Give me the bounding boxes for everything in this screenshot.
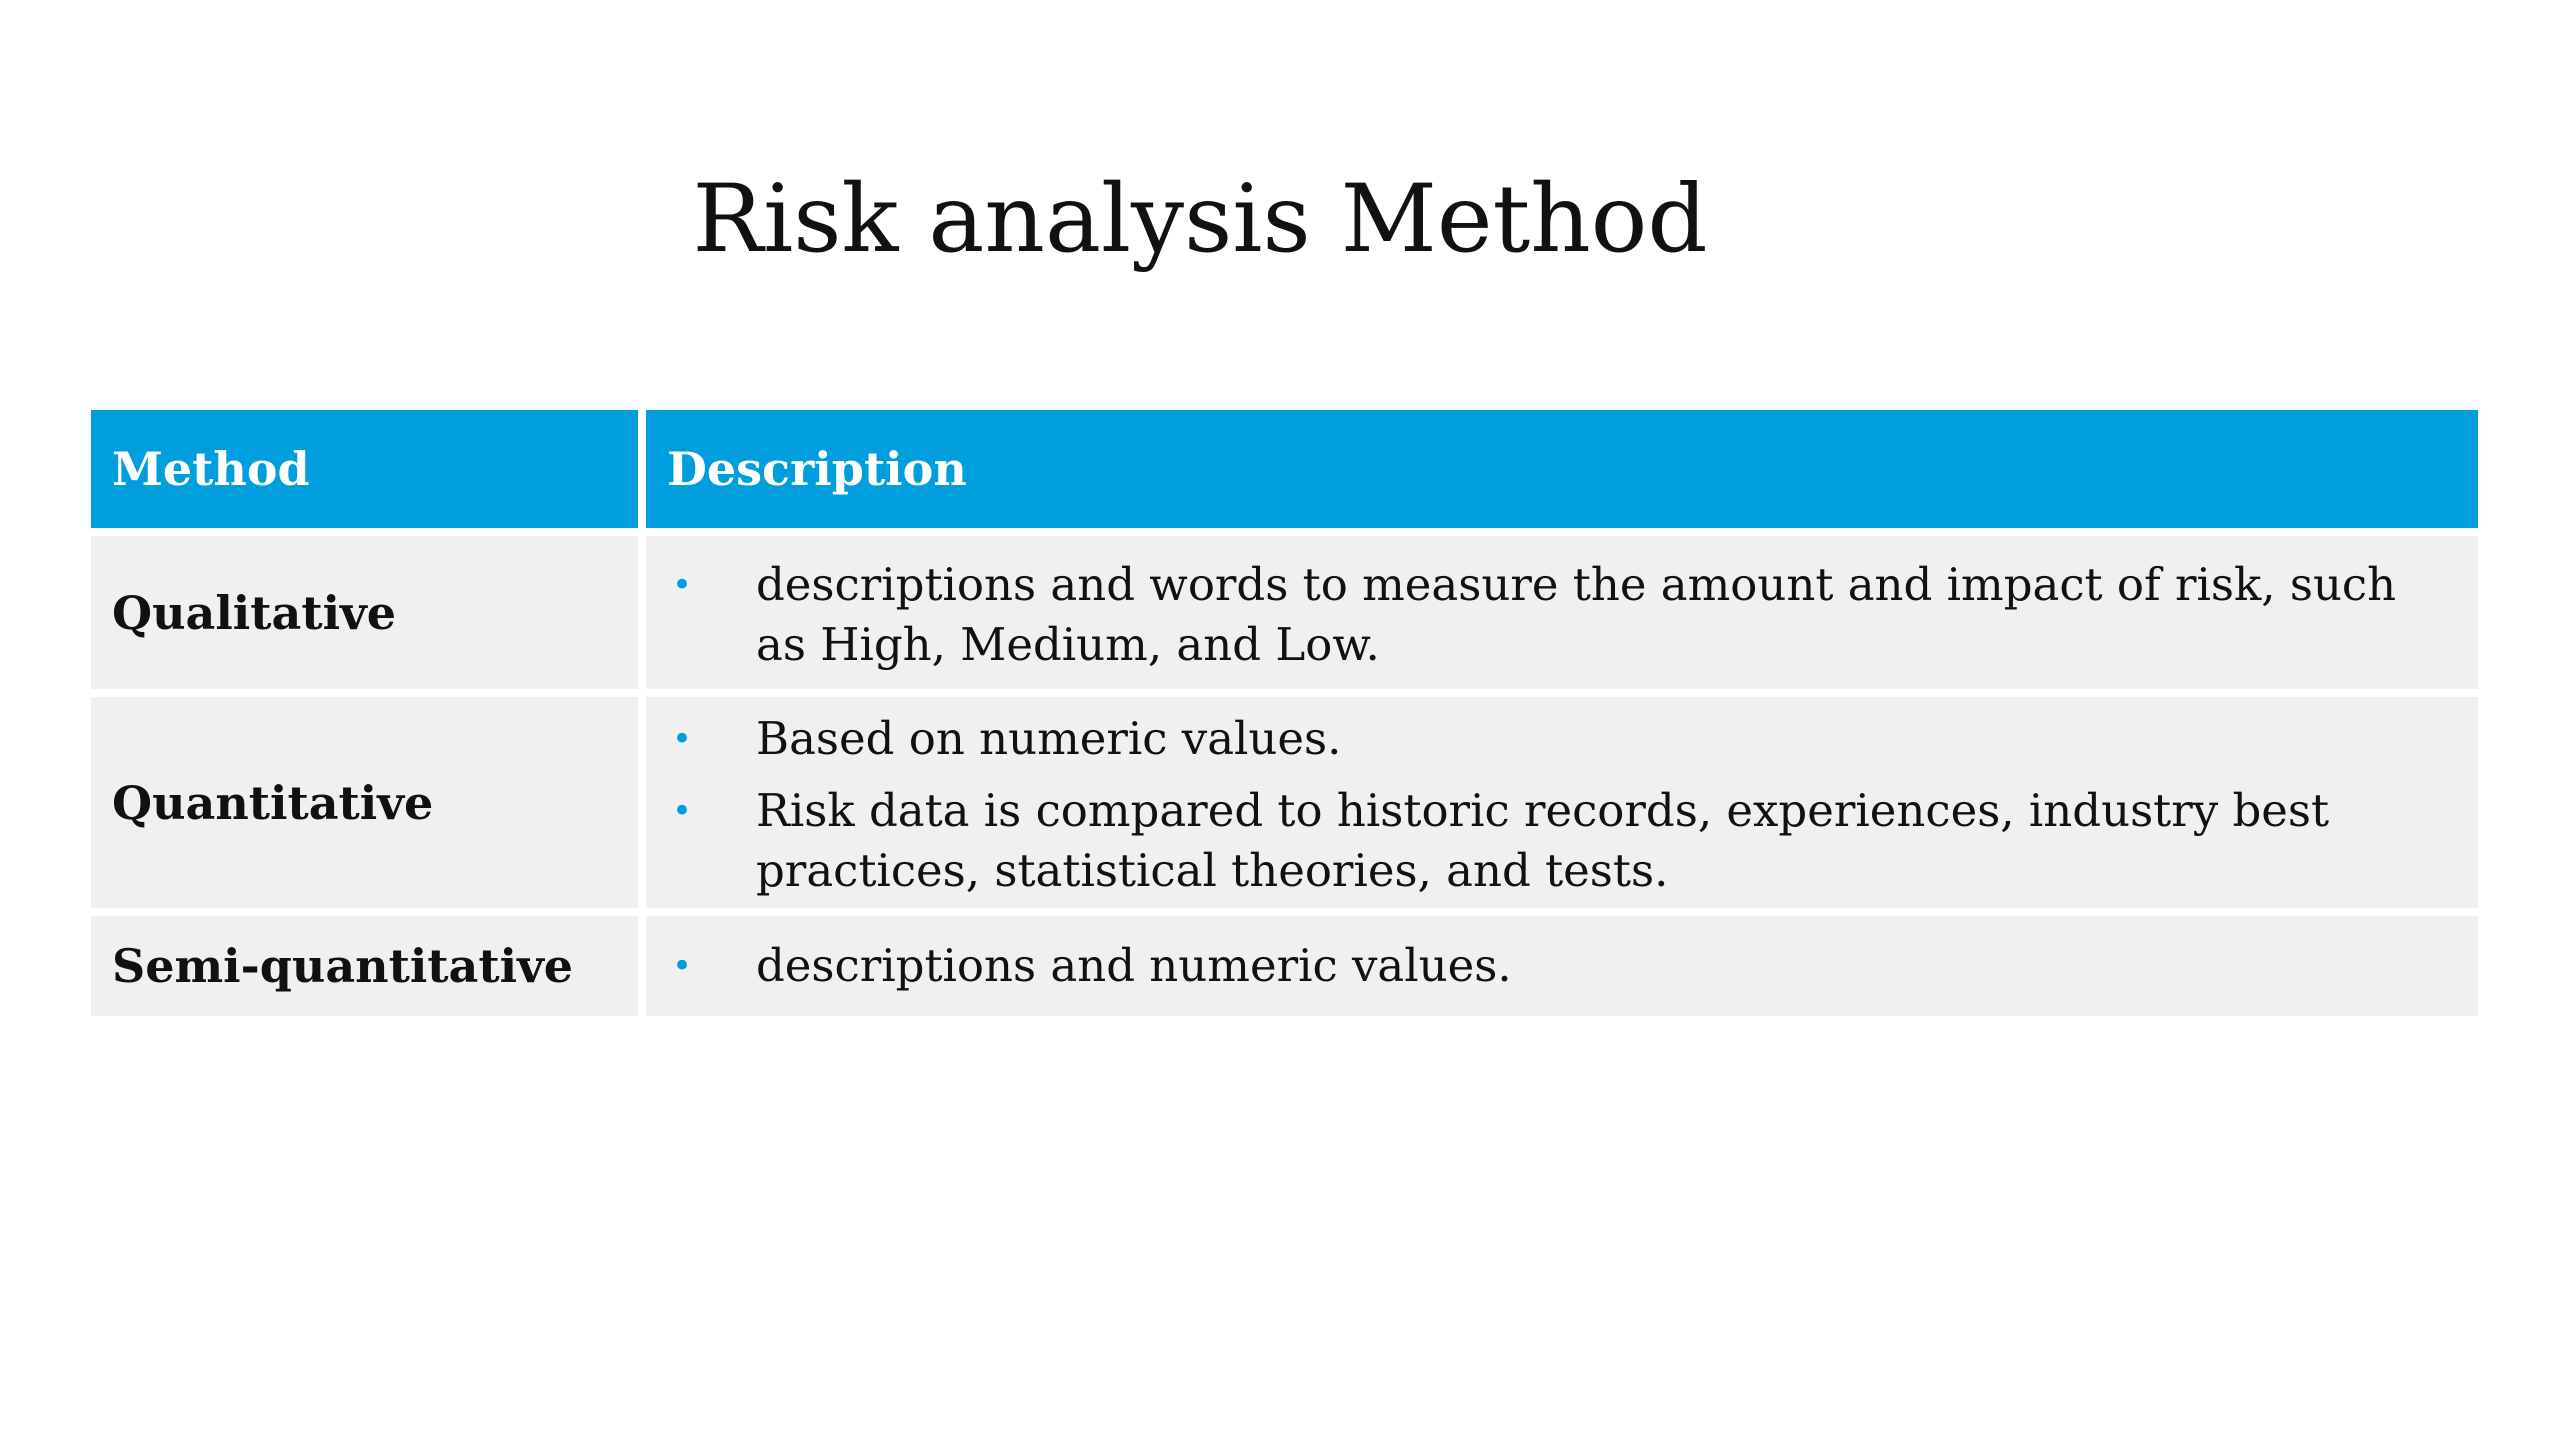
- bullet-icon: •: [672, 946, 693, 986]
- method-cell: Quantitative: [91, 697, 638, 908]
- table-row: Quantitative • Based on numeric values. •…: [91, 697, 2478, 908]
- list-item: • Based on numeric values.: [646, 709, 2448, 769]
- bullet-icon: •: [672, 564, 693, 605]
- table-row: Qualitative • descriptions and words to m…: [91, 536, 2478, 689]
- bullet-icon: •: [672, 718, 693, 759]
- list-item: • descriptions and words to measure the a…: [646, 555, 2448, 675]
- list-item: • Risk data is compared to historic recor…: [646, 781, 2448, 901]
- bullet-icon: •: [672, 790, 693, 831]
- description-cell: • Based on numeric values. • Risk data is …: [646, 697, 2478, 908]
- slide-title-text: Risk analysis Method: [692, 165, 1708, 274]
- header-method: Method: [91, 410, 638, 528]
- description-cell: • descriptions and numeric values.: [646, 916, 2478, 1016]
- table-row: Semi-quantitative • descriptions and nume…: [91, 916, 2478, 1016]
- method-cell: Qualitative: [91, 536, 638, 689]
- item-text: descriptions and words to measure the am…: [756, 557, 2397, 671]
- item-text: Based on numeric values.: [756, 711, 1342, 765]
- item-text: descriptions and numeric values.: [756, 939, 1512, 992]
- header-description: Description: [646, 410, 2478, 528]
- method-cell: Semi-quantitative: [91, 916, 638, 1016]
- table-header-row: Method Description: [91, 410, 2478, 528]
- item-text: Risk data is compared to historic record…: [756, 783, 2330, 897]
- list-item: • descriptions and numeric values.: [646, 936, 2448, 996]
- description-cell: • descriptions and words to measure the a…: [646, 536, 2478, 689]
- methods-table: Method Description Qualitative • descript…: [91, 410, 2478, 1024]
- slide-title: Risk analysis Method: [0, 165, 2400, 274]
